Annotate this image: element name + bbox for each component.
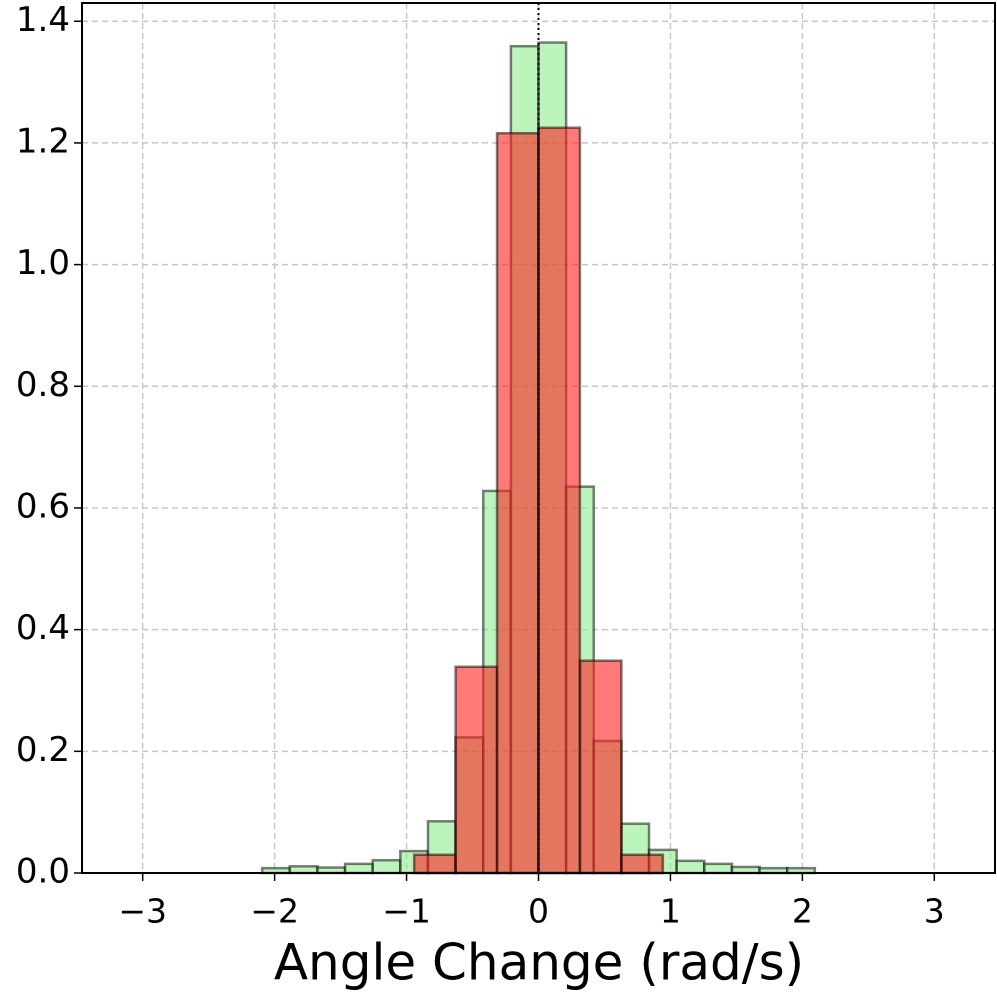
x-tick-label: −1	[382, 892, 431, 931]
x-axis-label: Angle Change (rad/s)	[274, 934, 804, 992]
y-tick-label: 1.4	[16, 0, 70, 40]
x-tick-label: 0	[528, 892, 549, 931]
y-tick-label: 0.6	[16, 486, 70, 526]
histogram-bar	[454, 665, 499, 875]
x-tick-label: 1	[660, 892, 681, 931]
x-tick-label: 3	[924, 892, 945, 931]
histogram-bar	[703, 862, 734, 875]
histogram-bar	[371, 858, 402, 875]
y-tick-label: 0.4	[16, 608, 70, 648]
histogram-bar	[537, 126, 582, 875]
y-tick-label: 0.0	[16, 852, 70, 892]
histogram-bar	[495, 131, 540, 875]
histogram-bar	[620, 853, 665, 875]
x-tick-label: −3	[118, 892, 167, 931]
x-tick-label: −2	[250, 892, 299, 931]
y-tick-label: 1.2	[16, 121, 70, 161]
y-tick-label: 0.2	[16, 730, 70, 770]
histogram-bar	[288, 865, 319, 875]
histogram-bar	[578, 659, 623, 875]
histogram-bar	[412, 853, 457, 875]
y-tick-label: 1.0	[16, 243, 70, 283]
x-tick-label: 2	[792, 892, 813, 931]
plot-frame	[81, 2, 996, 874]
y-tick-label: 0.8	[16, 365, 70, 405]
histogram-bar	[675, 859, 706, 875]
histogram-bar	[343, 862, 374, 875]
